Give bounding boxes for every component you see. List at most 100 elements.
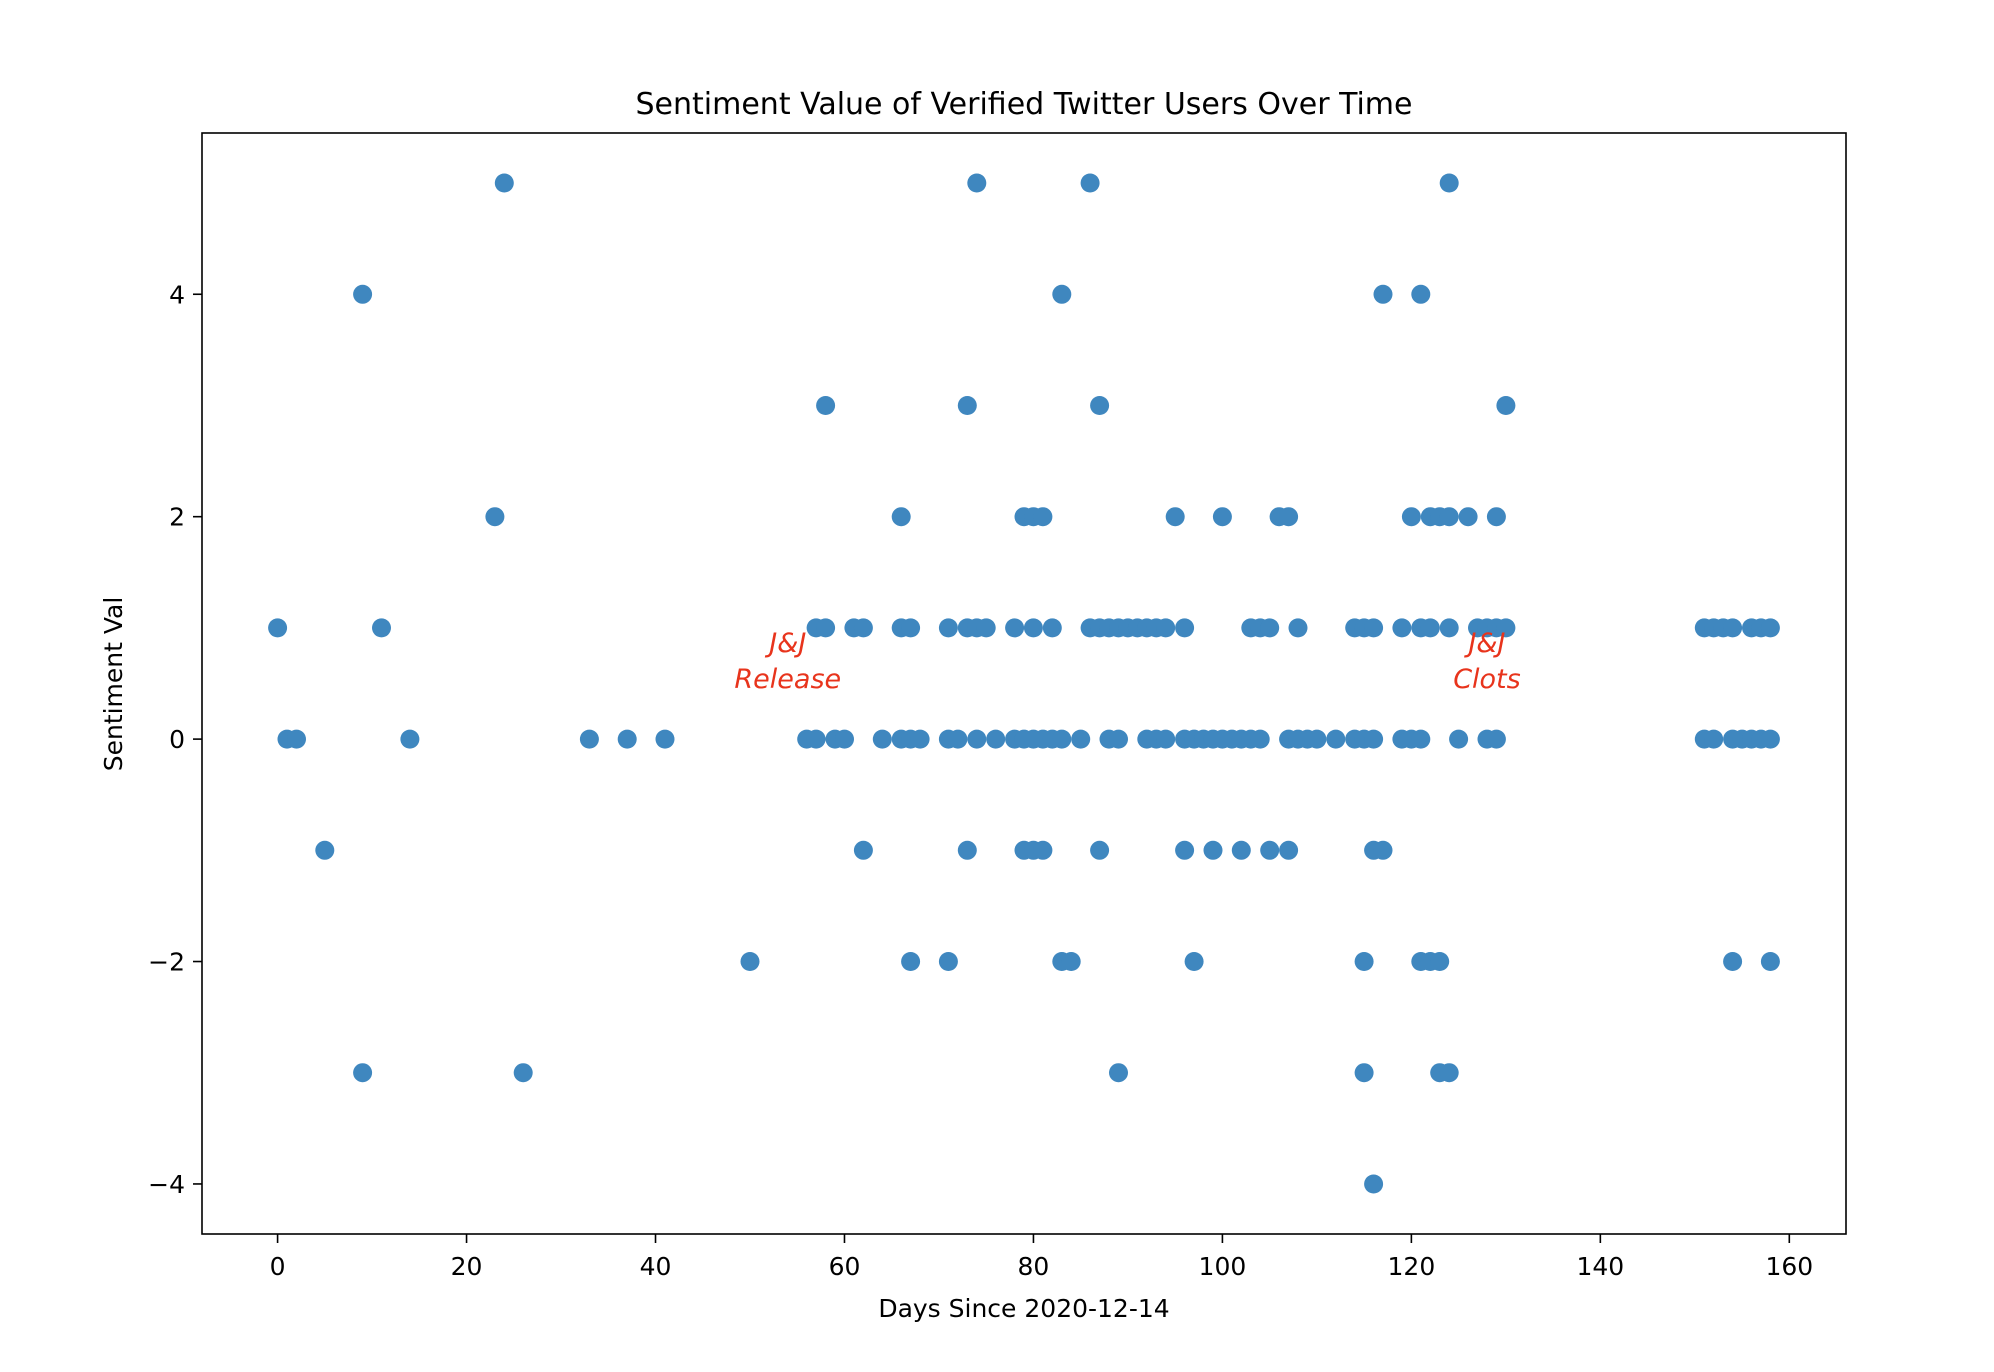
y-tick-label: −4 — [148, 1170, 185, 1199]
data-point-37 — [957, 396, 977, 415]
data-point-148 — [1486, 729, 1506, 749]
data-point-51 — [1023, 618, 1043, 638]
y-tick-label: 2 — [169, 503, 185, 532]
data-point-166 — [1760, 952, 1780, 971]
data-point-132 — [1420, 618, 1440, 638]
data-point-158 — [1723, 952, 1743, 971]
data-point-64 — [1080, 173, 1100, 193]
annotation-1-line-1: Clots — [1453, 664, 1521, 695]
x-tick-label: 0 — [270, 1252, 286, 1281]
data-point-81 — [1156, 729, 1176, 749]
data-points — [268, 173, 1780, 1194]
data-point-87 — [1184, 952, 1204, 971]
y-axis: −4 −2 0 2 4 — [148, 280, 202, 1199]
data-point-0 — [268, 618, 288, 638]
data-point-62 — [1061, 952, 1081, 971]
annotation-0-line-0: J&J — [764, 628, 806, 659]
x-tick-label: 20 — [451, 1252, 483, 1281]
data-point-164 — [1760, 618, 1780, 638]
data-point-109 — [1307, 729, 1327, 749]
data-point-154 — [1704, 729, 1724, 749]
data-point-142 — [1458, 507, 1478, 527]
data-point-45 — [1005, 618, 1025, 638]
data-point-39 — [957, 840, 977, 860]
data-point-80 — [1156, 618, 1176, 638]
data-point-110 — [1326, 729, 1346, 749]
data-point-14 — [740, 952, 760, 971]
data-point-56 — [1033, 840, 1053, 860]
data-point-68 — [1090, 840, 1110, 860]
data-point-141 — [1449, 729, 1469, 749]
data-point-140 — [1439, 1063, 1459, 1083]
data-point-105 — [1279, 840, 1299, 860]
data-point-35 — [938, 952, 958, 971]
data-point-57 — [1042, 618, 1062, 638]
data-point-139 — [1439, 618, 1459, 638]
data-point-36 — [948, 729, 968, 749]
data-point-115 — [1354, 952, 1374, 971]
data-point-18 — [816, 618, 836, 638]
data-point-29 — [901, 618, 921, 638]
x-tick-label: 120 — [1388, 1252, 1436, 1281]
x-tick-label: 140 — [1576, 1252, 1624, 1281]
data-point-118 — [1364, 729, 1384, 749]
data-point-99 — [1250, 729, 1270, 749]
data-point-26 — [891, 507, 911, 527]
data-point-32 — [910, 729, 930, 749]
data-point-59 — [1052, 284, 1072, 304]
data-point-146 — [1486, 507, 1506, 527]
data-point-6 — [372, 618, 391, 638]
data-point-23 — [853, 618, 873, 638]
data-point-156 — [1723, 618, 1743, 638]
data-point-138 — [1439, 507, 1459, 527]
data-point-120 — [1364, 1174, 1384, 1194]
y-tick-label: 4 — [169, 280, 185, 309]
data-point-2 — [287, 729, 306, 749]
data-point-12 — [617, 729, 637, 749]
annotation-1-line-0: J&J — [1463, 628, 1505, 659]
data-point-100 — [1260, 618, 1280, 638]
data-point-73 — [1109, 1063, 1128, 1083]
y-tick-label: −2 — [148, 948, 185, 977]
data-point-42 — [967, 729, 987, 749]
data-point-5 — [353, 1063, 373, 1083]
data-point-103 — [1279, 507, 1299, 527]
data-point-101 — [1260, 840, 1280, 860]
data-point-90 — [1203, 840, 1223, 860]
y-tick-label: 0 — [169, 725, 185, 754]
data-point-10 — [513, 1063, 533, 1083]
data-point-85 — [1175, 840, 1195, 860]
data-point-125 — [1401, 507, 1421, 527]
data-point-44 — [986, 729, 1006, 749]
data-point-95 — [1231, 840, 1251, 860]
plot-frame — [201, 132, 1847, 1235]
annotation-0-line-1: Release — [734, 664, 841, 695]
data-point-127 — [1411, 284, 1431, 304]
data-point-129 — [1411, 729, 1431, 749]
data-point-66 — [1090, 396, 1110, 415]
data-point-91 — [1212, 507, 1232, 527]
data-point-21 — [835, 729, 854, 749]
data-point-60 — [1052, 729, 1072, 749]
data-point-149 — [1496, 396, 1516, 415]
data-point-150 — [1496, 618, 1516, 638]
data-point-19 — [816, 396, 836, 415]
data-point-8 — [485, 507, 505, 527]
data-point-40 — [967, 173, 987, 193]
data-point-54 — [1033, 507, 1053, 527]
data-point-33 — [938, 618, 958, 638]
data-point-63 — [1071, 729, 1091, 749]
y-axis-label: Sentiment Val — [99, 597, 128, 772]
data-point-43 — [976, 618, 996, 638]
x-tick-label: 60 — [829, 1252, 861, 1281]
data-point-16 — [806, 729, 826, 749]
data-point-83 — [1175, 618, 1195, 638]
data-point-137 — [1439, 173, 1459, 193]
data-point-117 — [1364, 618, 1384, 638]
data-point-116 — [1354, 1063, 1374, 1083]
chart-title: Sentiment Value of Verified Twitter User… — [636, 87, 1413, 122]
data-point-25 — [872, 729, 892, 749]
data-point-31 — [901, 952, 921, 971]
